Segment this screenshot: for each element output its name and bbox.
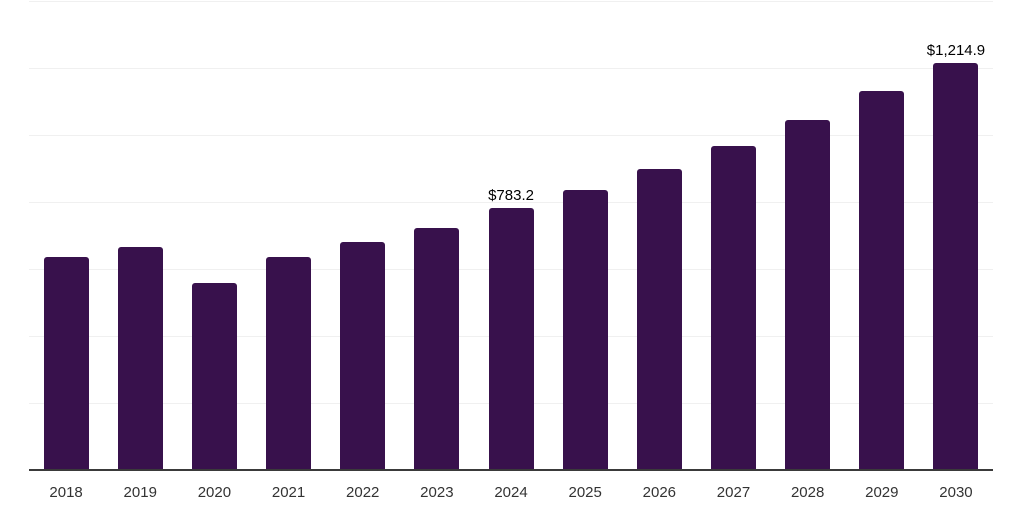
bar-2030 — [933, 63, 979, 470]
band-2025 — [548, 0, 622, 470]
gridline-1200 — [29, 68, 993, 69]
x-tick-label-2026: 2026 — [642, 484, 677, 501]
x-tick-label-2020: 2020 — [197, 484, 232, 501]
x-tick-label-2019: 2019 — [123, 484, 157, 501]
band-2024: $783.2 — [474, 0, 548, 470]
band-2027 — [696, 0, 770, 470]
bar-2026 — [636, 169, 682, 470]
plot-area: $783.2 $1,214.9 — [29, 0, 993, 471]
band-2020 — [177, 0, 251, 470]
bar-2028 — [785, 120, 831, 470]
x-tick-label-2030: 2030 — [939, 484, 973, 501]
bar-2029 — [859, 91, 905, 470]
bar-2023 — [414, 227, 460, 470]
band-2019 — [103, 0, 177, 470]
data-label-2030: $1,214.9 — [926, 42, 986, 60]
bar-2027 — [710, 146, 756, 470]
band-2026 — [622, 0, 696, 470]
gridline-1000 — [29, 135, 993, 136]
bar-2020 — [191, 282, 237, 470]
x-tick-label-2024: 2024 — [494, 484, 528, 501]
x-tick-label-2023: 2023 — [420, 484, 454, 501]
bars-layer: $783.2 $1,214.9 — [29, 0, 993, 470]
x-axis-line — [29, 469, 993, 471]
x-tick-label-2028: 2028 — [790, 484, 825, 501]
bar-2024 — [488, 207, 534, 470]
bar-2019 — [117, 246, 163, 470]
x-tick-label-2018: 2018 — [49, 484, 83, 501]
bar-2022 — [340, 241, 386, 470]
band-2030: $1,214.9 — [919, 0, 993, 470]
x-tick-label-2029: 2029 — [865, 484, 899, 501]
bar-2025 — [562, 190, 608, 470]
x-tick-label-2022: 2022 — [346, 484, 380, 501]
band-2021 — [251, 0, 325, 470]
gridline-800 — [29, 202, 993, 203]
bar-2018 — [43, 256, 89, 470]
bar-2021 — [266, 256, 312, 470]
band-2028 — [771, 0, 845, 470]
x-tick-label-2025: 2025 — [568, 484, 602, 501]
band-2029 — [845, 0, 919, 470]
band-2022 — [326, 0, 400, 470]
band-2018 — [29, 0, 103, 470]
data-label-2024: $783.2 — [488, 186, 534, 204]
x-tick-label-2027: 2027 — [716, 484, 751, 501]
gridline-1400 — [29, 1, 993, 2]
band-2023 — [400, 0, 474, 470]
x-tick-label-2021: 2021 — [271, 484, 306, 501]
x-axis-tick-labels: 2018 2019 2020 2021 2022 2023 2024 2025 2026 2027… — [29, 484, 993, 502]
